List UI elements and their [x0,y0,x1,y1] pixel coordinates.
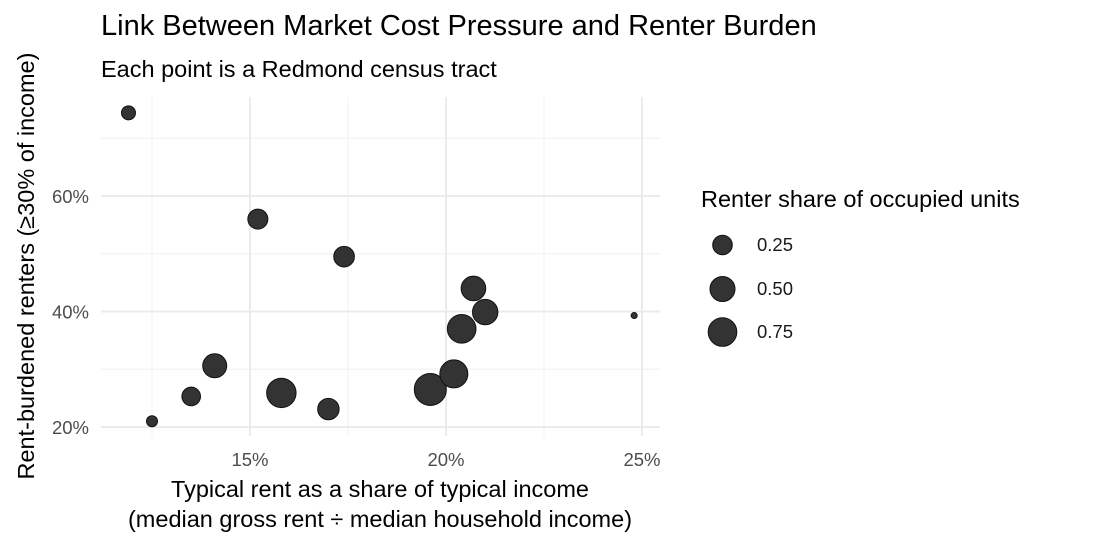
x-axis-title-line1: Typical rent as a share of typical incom… [171,476,589,502]
data-point [439,359,469,389]
data-point [630,312,638,320]
data-point [472,298,499,326]
data-point [202,353,228,379]
x-tick-label: 15% [231,449,268,470]
data-point [446,314,477,344]
y-axis-tick-labels: 20% 40% 60% [52,186,89,438]
chart-title: Link Between Market Cost Pressure and Re… [101,10,817,42]
legend-key-circle [712,234,733,256]
legend-key-circle [709,276,736,302]
legend-key-circle [707,317,738,347]
y-tick-label: 20% [52,417,89,438]
data-point [146,415,158,428]
data-point [266,377,297,409]
data-point [333,245,355,268]
data-point [120,105,136,121]
data-point [247,208,269,230]
gridlines [101,97,660,436]
x-tick-label: 25% [623,449,660,470]
legend-label-0.50: 0.50 [757,278,794,299]
legend-title: Renter share of occupied units [701,186,1020,212]
size-legend-keys [707,234,738,347]
x-axis-title: Typical rent as a share of typical incom… [128,474,632,534]
y-tick-label: 60% [52,186,89,207]
data-point [413,372,447,406]
data-point [181,386,201,407]
data-point [460,275,487,302]
x-axis-title-line2: (median gross rent ÷ median household in… [127,506,633,532]
x-tick-label: 20% [427,449,464,470]
data-point [317,397,340,421]
y-tick-label: 40% [52,302,89,323]
x-axis-tick-labels: 15% 20% 25% [231,449,660,470]
legend-label-0.75: 0.75 [757,321,794,342]
legend-label-0.25: 0.25 [757,234,794,255]
scatter-points [120,105,638,428]
chart-subtitle: Each point is a Redmond census tract [101,56,497,82]
